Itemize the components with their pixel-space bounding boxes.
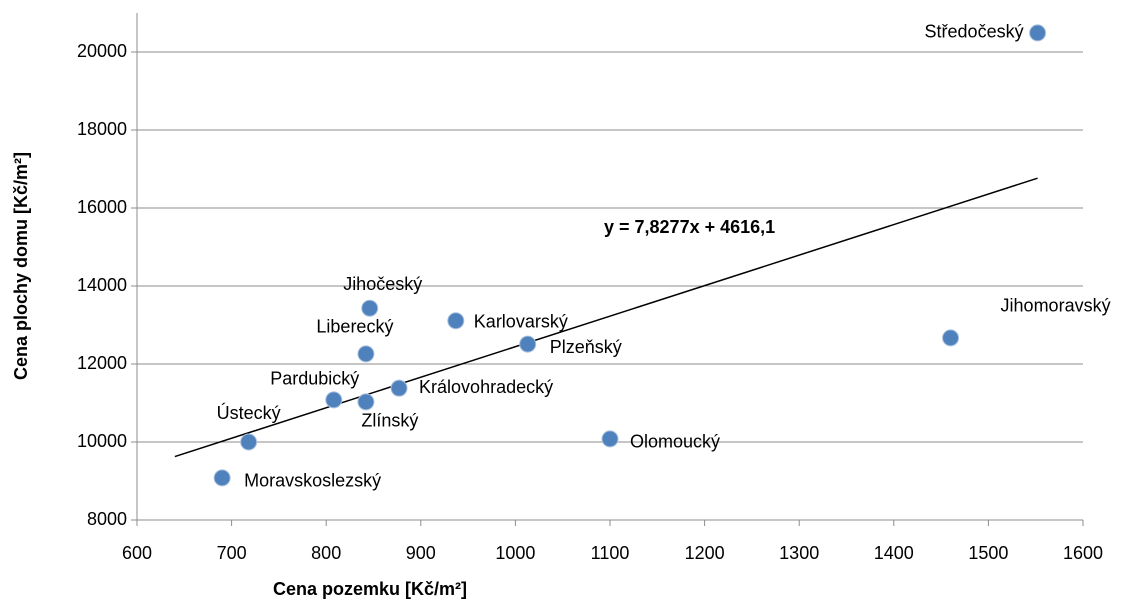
point [213,469,231,487]
point-label: Jihomoravský [1001,296,1111,316]
x-tick-label: 800 [311,543,341,563]
y-tick-label: 8000 [87,509,127,529]
point [447,312,465,330]
point-label: Plzeňský [550,337,622,357]
point-label: Královohradecký [419,377,553,397]
x-tick-label: 1400 [874,543,914,563]
point-label: Zlínský [361,411,418,431]
point [519,335,537,353]
x-tick-label: 1500 [968,543,1008,563]
point [240,433,258,451]
point-label: Moravskoslezský [244,471,381,491]
point [390,379,408,397]
point-label: Ústecký [217,402,281,423]
trendline-equation: y = 7,8277x + 4616,1 [604,217,775,237]
point-label: Karlovarský [474,311,568,331]
y-axis-title: Cena plochy domu [Kč/m²] [11,152,31,380]
y-tick-label: 12000 [77,353,127,373]
x-tick-label: 600 [122,543,152,563]
x-tick-label: 1300 [779,543,819,563]
x-tick-label: 900 [406,543,436,563]
x-tick-label: 1600 [1063,543,1103,563]
x-tick-label: 700 [217,543,247,563]
point [361,299,379,317]
trendline [174,177,1038,458]
x-axis-title: Cena pozemku [Kč/m²] [273,579,467,599]
x-tick-label: 1200 [685,543,725,563]
y-tick-label: 18000 [77,119,127,139]
point-label: Středočeský [925,22,1024,42]
point [357,393,375,411]
point-label: Jihočeský [343,274,422,294]
y-tick-label: 10000 [77,431,127,451]
point [942,329,960,347]
x-tick-label: 1100 [591,543,630,563]
y-tick-label: 20000 [77,41,127,61]
y-tick-label: 16000 [77,197,127,217]
point-label: Liberecký [316,317,393,337]
point-label: Olomoucký [630,432,720,452]
y-tick-label: 14000 [77,275,127,295]
x-tick-label: 1000 [495,543,535,563]
point [601,430,619,448]
point [325,391,343,409]
point [357,345,375,363]
point [1029,24,1047,42]
point-label: Pardubický [270,369,359,389]
